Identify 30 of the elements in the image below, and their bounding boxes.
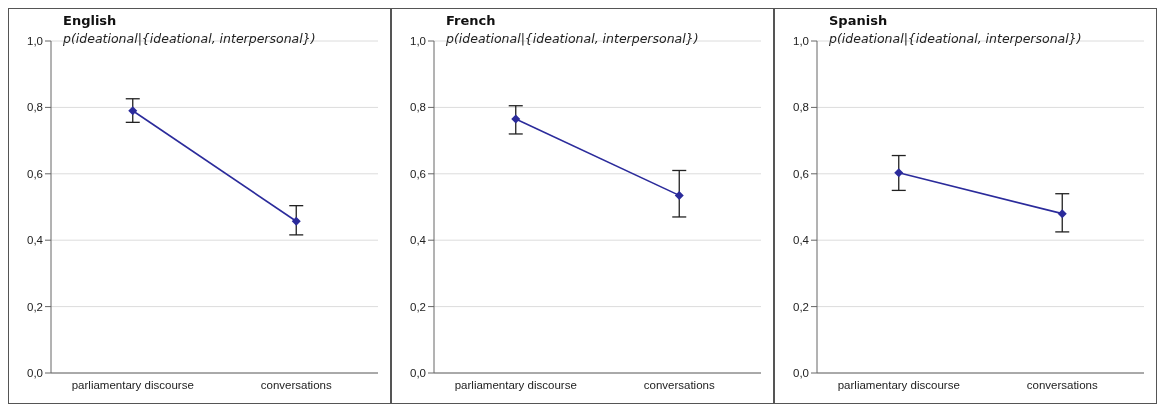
y-tick-label: 0,6	[410, 167, 426, 180]
y-tick-label: 0,2	[410, 300, 426, 313]
x-tick-label: parliamentary discourse	[837, 379, 960, 392]
y-tick-label: 0,4	[793, 234, 810, 247]
x-tick-label: conversations	[260, 379, 332, 392]
chart-subtitle: p(ideational|{ideational, interpersonal})	[446, 31, 699, 46]
x-tick-label: parliamentary discourse	[71, 379, 194, 392]
y-tick-label: 0,2	[27, 300, 43, 313]
y-tick-label: 0,8	[410, 101, 426, 114]
x-tick-label: parliamentary discourse	[454, 379, 577, 392]
y-tick-label: 0,0	[793, 367, 809, 380]
chart-subtitle: p(ideational|{ideational, interpersonal})	[63, 31, 316, 46]
chart-title: French	[446, 13, 496, 28]
chart-title: Spanish	[829, 13, 888, 28]
y-tick-label: 0,8	[27, 101, 43, 114]
y-tick-label: 1,0	[793, 35, 809, 48]
y-tick-label: 0,2	[793, 300, 809, 313]
y-tick-label: 0,6	[793, 167, 809, 180]
y-tick-label: 1,0	[410, 35, 426, 48]
chart-subtitle: p(ideational|{ideational, interpersonal})	[829, 31, 1082, 46]
x-tick-label: conversations	[1026, 379, 1098, 392]
y-tick-label: 0,0	[410, 367, 426, 380]
y-tick-label: 0,0	[27, 367, 43, 380]
y-tick-label: 0,6	[27, 167, 43, 180]
y-tick-label: 0,4	[410, 234, 427, 247]
y-tick-label: 0,4	[27, 234, 44, 247]
chart-title: English	[63, 13, 117, 28]
y-tick-label: 1,0	[27, 35, 43, 48]
x-tick-label: conversations	[643, 379, 715, 392]
y-tick-label: 0,8	[793, 101, 809, 114]
